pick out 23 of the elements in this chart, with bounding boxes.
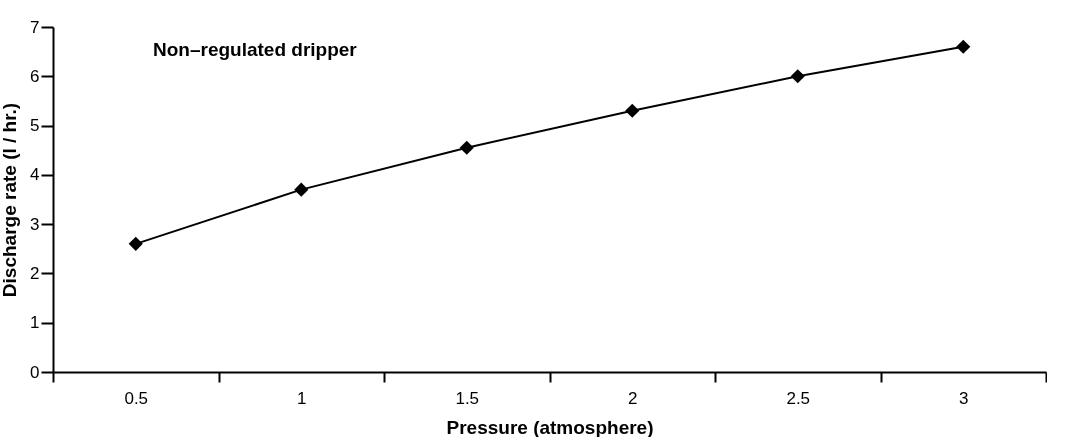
x-tick-label: 0.5	[124, 388, 149, 408]
y-tick-label: 6	[30, 66, 40, 86]
x-tick-label: 2	[628, 388, 638, 408]
x-tick-label: 1	[297, 388, 307, 408]
y-tick-label: 2	[30, 263, 40, 283]
y-tick-label: 4	[30, 165, 40, 185]
point	[294, 182, 309, 197]
point	[956, 39, 971, 54]
point	[128, 236, 143, 251]
y-axis-title: Discharge rate (l / hr.)	[0, 102, 21, 298]
point	[790, 69, 805, 84]
y-tick-label: 0	[30, 362, 40, 382]
point	[459, 140, 474, 155]
annotation: Non–regulated dripper	[153, 39, 358, 60]
y-tick-label: 7	[30, 17, 40, 37]
x-tick-label: 2.5	[786, 388, 811, 408]
x-tick-label: 1.5	[455, 388, 480, 408]
y-tick-label: 5	[30, 116, 40, 136]
x-tick-label: 3	[959, 388, 969, 408]
point	[625, 103, 640, 118]
y-tick-label: 3	[30, 214, 40, 234]
y-tick-label: 1	[30, 313, 40, 333]
x-axis-title: Pressure (atmosphere)	[446, 416, 654, 438]
